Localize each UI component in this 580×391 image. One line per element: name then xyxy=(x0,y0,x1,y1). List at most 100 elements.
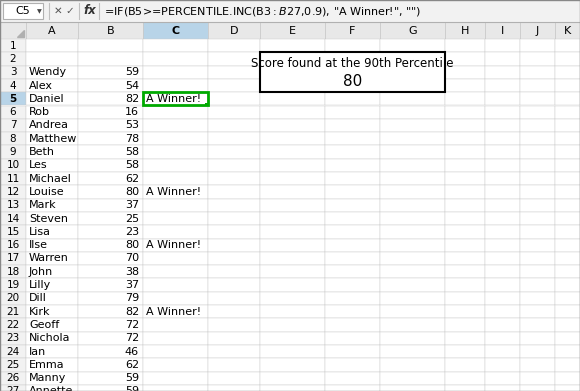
Text: 15: 15 xyxy=(6,227,20,237)
Bar xyxy=(0,318,26,332)
Bar xyxy=(0,199,26,212)
Bar xyxy=(208,332,260,345)
Text: John: John xyxy=(29,267,53,277)
Text: 4: 4 xyxy=(10,81,16,91)
Bar xyxy=(520,212,555,225)
Bar xyxy=(485,132,520,145)
Bar xyxy=(485,292,520,305)
Bar xyxy=(208,52,260,66)
Bar xyxy=(445,345,485,358)
Bar xyxy=(520,225,555,239)
Bar xyxy=(520,332,555,345)
Text: Warren: Warren xyxy=(29,253,69,264)
Bar xyxy=(26,318,78,332)
Bar xyxy=(260,92,325,106)
Bar xyxy=(78,119,143,132)
Bar xyxy=(520,66,555,79)
Bar xyxy=(143,318,208,332)
Text: 54: 54 xyxy=(125,81,139,91)
Text: 78: 78 xyxy=(125,134,139,144)
Bar xyxy=(380,66,445,79)
Text: A Winner!: A Winner! xyxy=(146,240,201,250)
Text: 22: 22 xyxy=(6,320,20,330)
Bar xyxy=(205,102,208,106)
Bar xyxy=(0,265,26,278)
Bar xyxy=(78,106,143,119)
Bar xyxy=(26,371,78,385)
Bar xyxy=(208,278,260,292)
Bar xyxy=(0,305,26,318)
Bar xyxy=(445,385,485,391)
Bar xyxy=(208,39,260,52)
Bar xyxy=(0,172,26,185)
Bar xyxy=(26,385,78,391)
Bar xyxy=(555,159,580,172)
Bar xyxy=(445,212,485,225)
Text: 10: 10 xyxy=(6,160,20,170)
Bar xyxy=(380,292,445,305)
Bar xyxy=(520,52,555,66)
Bar xyxy=(208,145,260,159)
Bar xyxy=(143,119,208,132)
Bar xyxy=(143,252,208,265)
Bar xyxy=(520,199,555,212)
Bar xyxy=(208,159,260,172)
Bar xyxy=(325,332,380,345)
Text: ✕: ✕ xyxy=(53,6,63,16)
Bar xyxy=(445,332,485,345)
Bar xyxy=(485,66,520,79)
Bar xyxy=(380,278,445,292)
Bar xyxy=(325,159,380,172)
Bar xyxy=(485,305,520,318)
Bar xyxy=(555,119,580,132)
Bar xyxy=(555,145,580,159)
Bar xyxy=(0,278,26,292)
Bar xyxy=(445,172,485,185)
Bar xyxy=(380,132,445,145)
Bar xyxy=(78,225,143,239)
Bar xyxy=(260,145,325,159)
Bar xyxy=(26,278,78,292)
Bar xyxy=(260,239,325,252)
Text: 58: 58 xyxy=(125,160,139,170)
Bar xyxy=(445,39,485,52)
Bar xyxy=(485,332,520,345)
Text: 17: 17 xyxy=(6,253,20,264)
Bar xyxy=(485,358,520,371)
Bar xyxy=(380,79,445,92)
Bar xyxy=(325,79,380,92)
Bar xyxy=(485,385,520,391)
Text: Emma: Emma xyxy=(29,360,64,370)
Text: 21: 21 xyxy=(6,307,20,317)
Bar xyxy=(208,225,260,239)
Bar xyxy=(520,252,555,265)
Text: C: C xyxy=(172,25,180,36)
Bar xyxy=(26,332,78,345)
Bar xyxy=(143,278,208,292)
Text: I: I xyxy=(501,25,504,36)
Text: 70: 70 xyxy=(125,253,139,264)
Bar xyxy=(325,371,380,385)
Bar xyxy=(325,66,380,79)
Bar xyxy=(0,39,26,52)
Text: 27: 27 xyxy=(6,386,20,391)
Bar xyxy=(78,385,143,391)
Bar xyxy=(380,358,445,371)
Bar xyxy=(380,159,445,172)
Bar xyxy=(26,106,78,119)
Bar xyxy=(485,199,520,212)
Bar xyxy=(445,22,485,39)
Bar xyxy=(26,292,78,305)
Bar xyxy=(0,119,26,132)
Bar xyxy=(3,3,43,19)
Text: 79: 79 xyxy=(125,293,139,303)
Bar xyxy=(325,385,380,391)
Bar xyxy=(208,66,260,79)
Bar xyxy=(26,212,78,225)
Bar xyxy=(380,212,445,225)
Bar xyxy=(380,106,445,119)
Text: 82: 82 xyxy=(125,307,139,317)
Text: 80: 80 xyxy=(343,74,362,88)
Bar xyxy=(380,92,445,106)
Bar xyxy=(260,66,325,79)
